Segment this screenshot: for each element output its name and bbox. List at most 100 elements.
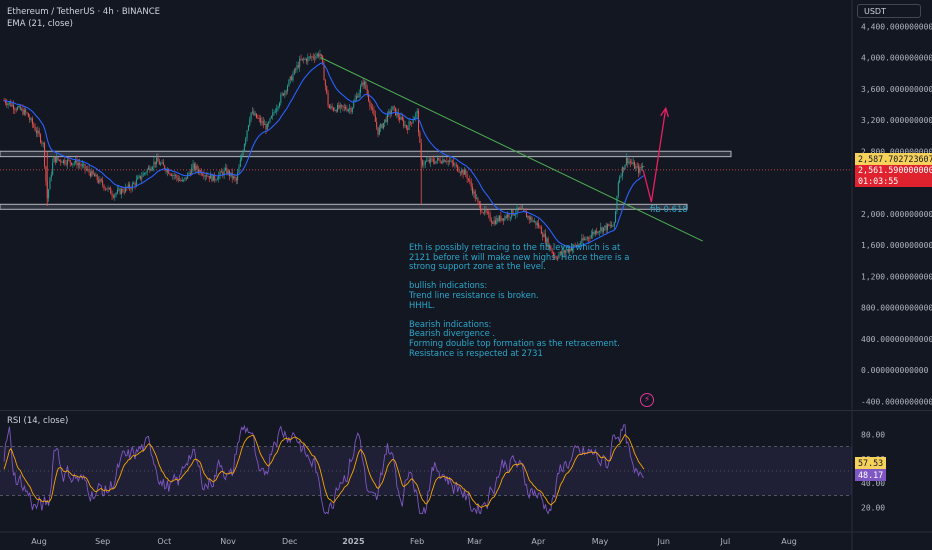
candle-body (215, 179, 217, 181)
candle-body (121, 189, 123, 195)
candle-body (334, 109, 336, 111)
candle-body (268, 122, 270, 124)
candle-body (535, 221, 537, 226)
candle-body (125, 186, 127, 192)
lightning-icon[interactable]: ⚡ (640, 393, 654, 407)
ema-indicator-label[interactable]: EMA (21, close) (7, 19, 73, 29)
price-tick-label: 400.0000000000000 (861, 335, 932, 344)
candle-body (303, 58, 305, 60)
time-tick-label: 2025 (342, 537, 365, 546)
candle-body (179, 180, 181, 181)
candle-body (176, 175, 178, 178)
candle-body (540, 227, 542, 234)
candle-body (461, 169, 463, 173)
fib-label: fib 0.618 (650, 205, 688, 215)
candle-body (438, 158, 440, 160)
candle-body (426, 160, 428, 162)
candle-body (454, 164, 456, 166)
candle-body (500, 215, 502, 221)
candle-body (553, 252, 555, 256)
candle-body (254, 113, 256, 116)
candle-body (25, 109, 27, 113)
candle-body (67, 159, 69, 165)
candle-body (106, 188, 108, 190)
candle-body (432, 159, 434, 162)
candle-body (276, 108, 278, 112)
candle-body (278, 103, 280, 107)
candle-body (349, 108, 351, 110)
candle-body (104, 188, 106, 190)
candle-body (503, 218, 505, 221)
candle-body (19, 105, 21, 110)
candle-body (570, 248, 572, 251)
candle-body (299, 58, 301, 68)
candle-body (27, 113, 29, 118)
price-tick-label: 3,200.000000000000 (861, 116, 932, 125)
countdown-timer: 01:03:55 (858, 176, 899, 186)
candle-body (580, 243, 582, 245)
candle-body (342, 105, 344, 108)
candle-body (428, 159, 430, 163)
candle-body (602, 227, 604, 232)
candle-body (463, 170, 465, 175)
candle-body (337, 105, 339, 112)
candle-body (418, 110, 420, 133)
candle-body (211, 174, 213, 182)
candle-body (13, 104, 15, 110)
candle-body (75, 159, 77, 163)
candle-body (407, 128, 409, 130)
candle-body (558, 254, 560, 258)
candle-body (152, 167, 154, 170)
candle-body (507, 214, 509, 218)
candle-body (96, 174, 98, 181)
candle-body (613, 222, 615, 227)
candle-body (345, 107, 347, 110)
candle-body (616, 196, 618, 212)
candle-body (21, 108, 23, 110)
candle-body (73, 162, 75, 164)
rsi-indicator-label[interactable]: RSI (14, close) (7, 416, 69, 426)
symbol-title[interactable]: Ethereum / TetherUS · 4h · BINANCE (7, 7, 161, 17)
candle-body (519, 207, 521, 210)
candle-body (308, 56, 310, 58)
candle-body (538, 223, 540, 228)
candle-body (316, 53, 318, 57)
candle-body (53, 156, 55, 163)
candle-body (81, 164, 83, 166)
candle-body (112, 195, 114, 198)
candle-body (181, 180, 183, 181)
pane-separator[interactable] (0, 410, 932, 411)
candle-body (95, 174, 97, 177)
candle-body (148, 167, 150, 170)
forecast-arrow-head (660, 106, 670, 118)
candle-body (312, 56, 314, 58)
candle-body (403, 119, 405, 126)
currency-selector[interactable]: USDT (857, 4, 921, 18)
candle-body (253, 111, 255, 116)
candle-body (165, 169, 167, 172)
candle-body (561, 251, 563, 254)
candle-body (636, 166, 638, 168)
candle-body (331, 106, 333, 108)
candle-body (578, 244, 580, 246)
candle-body (400, 116, 402, 120)
candle-body (139, 175, 141, 179)
candle-body (14, 109, 16, 110)
candle-body (295, 69, 297, 71)
candle-body (577, 244, 579, 247)
candle-body (381, 124, 383, 129)
candle-body (291, 76, 293, 81)
candle-body (447, 160, 449, 163)
candle-body (166, 169, 168, 172)
candle-body (377, 127, 379, 135)
candle-body (242, 151, 244, 156)
candle-body (492, 222, 494, 224)
candle-body (590, 234, 592, 239)
candle-body (440, 162, 442, 164)
candle-body (38, 130, 40, 135)
candle-body (555, 257, 557, 259)
candle-body (138, 175, 140, 178)
candle-body (395, 107, 397, 116)
candle-body (192, 163, 194, 168)
